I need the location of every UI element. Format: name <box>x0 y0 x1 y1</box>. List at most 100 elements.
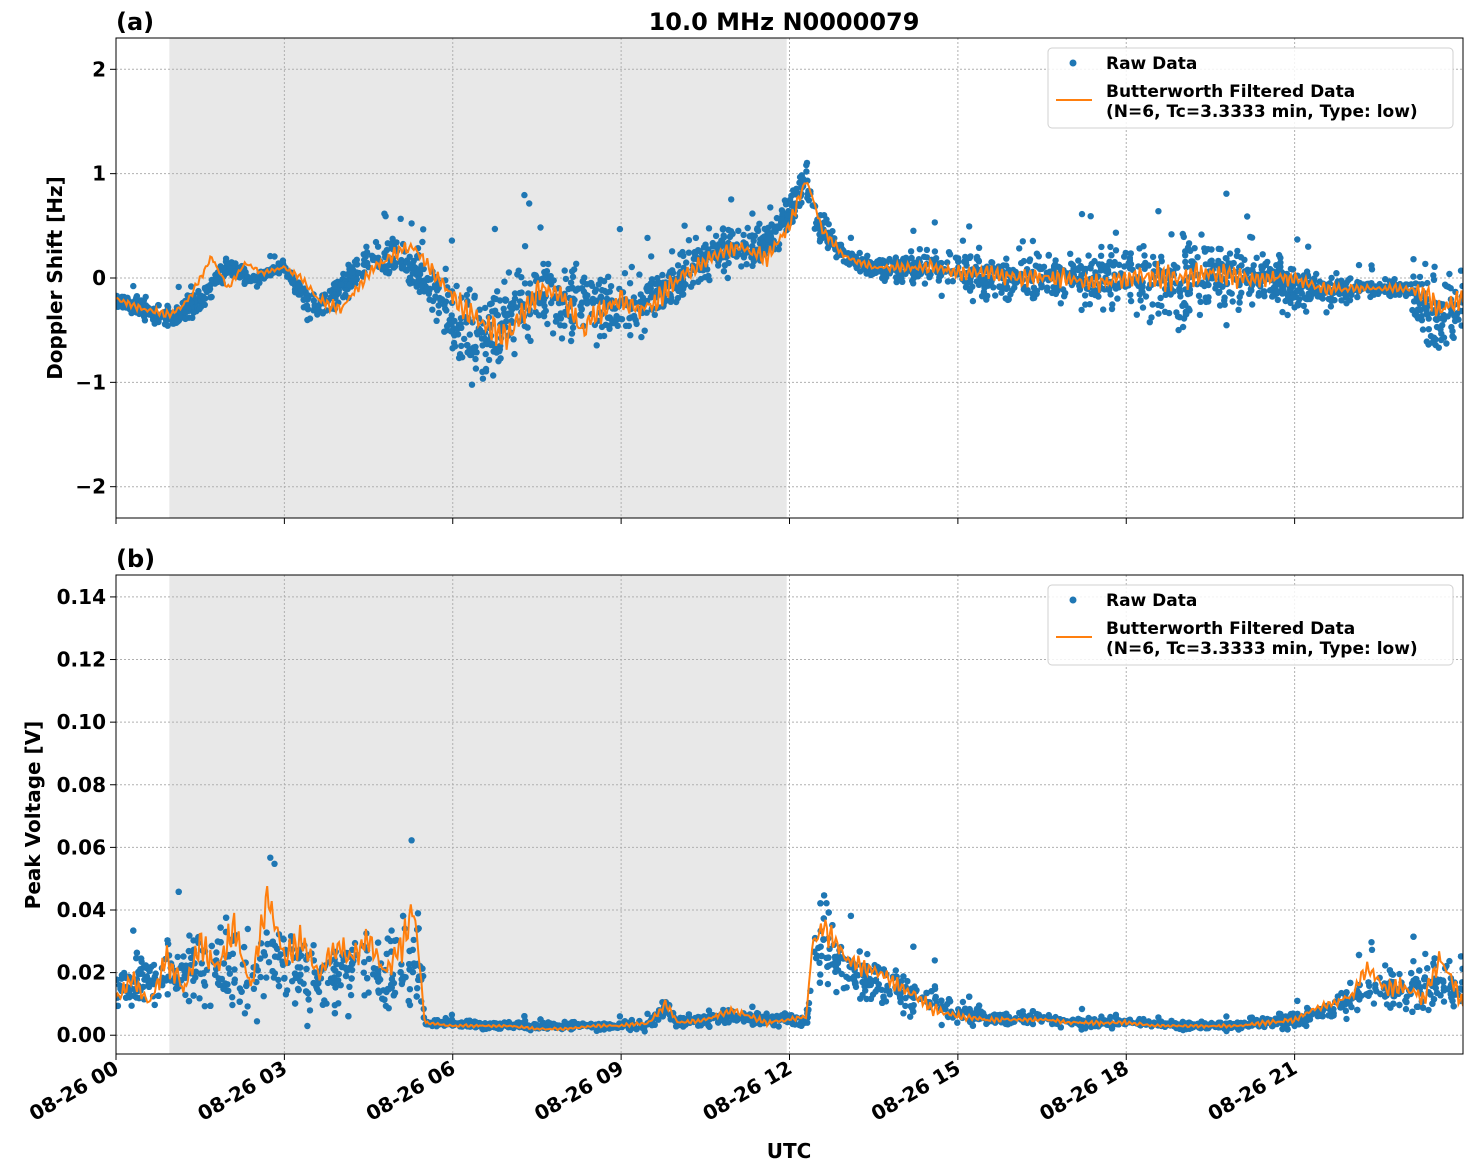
raw-data-point <box>641 327 648 334</box>
raw-data-point <box>966 223 973 230</box>
raw-data-point <box>916 246 923 253</box>
raw-data-point <box>414 910 422 917</box>
raw-data-point <box>724 274 731 282</box>
raw-data-point <box>738 263 745 270</box>
peak-voltage-plot: 08-26 00 08-26 03 08-26 06 08-26 09 08-26 12… <box>25 574 1464 1126</box>
raw-data-point <box>1221 301 1228 308</box>
raw-data-point <box>365 989 372 996</box>
raw-data-point <box>175 283 182 291</box>
raw-data-point <box>691 251 699 259</box>
raw-data-point <box>772 223 780 230</box>
raw-data-point <box>1328 295 1335 302</box>
raw-data-point <box>464 349 471 356</box>
y-tick-label: 0.02 <box>57 961 106 985</box>
raw-data-point <box>932 995 939 1002</box>
raw-data-point <box>1019 238 1026 245</box>
raw-data-point <box>382 269 390 276</box>
raw-data-point <box>1176 314 1183 321</box>
raw-data-point <box>955 255 962 262</box>
raw-data-point <box>545 278 552 285</box>
raw-data-point <box>740 231 747 239</box>
raw-data-point <box>644 282 651 290</box>
raw-data-point <box>1194 254 1201 261</box>
raw-data-point <box>1424 279 1431 287</box>
raw-data-point <box>1289 294 1297 301</box>
y-tick-label: 0 <box>92 266 106 290</box>
raw-data-point <box>151 320 158 327</box>
raw-data-point <box>992 292 999 299</box>
raw-data-point <box>122 994 130 1001</box>
legend-raw-marker <box>1069 59 1077 67</box>
raw-data-point <box>1440 334 1448 341</box>
raw-data-point <box>441 301 448 308</box>
raw-data-point <box>720 268 728 275</box>
raw-data-point <box>1075 257 1082 264</box>
raw-data-point <box>668 248 676 255</box>
raw-data-point <box>374 243 382 250</box>
raw-data-point <box>1234 247 1241 255</box>
raw-data-point <box>685 237 693 244</box>
raw-data-point <box>1308 286 1315 294</box>
raw-data-point <box>201 301 208 308</box>
raw-data-point <box>1003 255 1010 262</box>
raw-data-point <box>443 307 450 314</box>
raw-data-point <box>503 312 511 319</box>
raw-data-point <box>720 234 728 241</box>
raw-data-point <box>244 277 251 285</box>
raw-data-point <box>400 263 407 271</box>
raw-data-point <box>1029 237 1037 245</box>
raw-data-point <box>516 289 523 297</box>
raw-data-point <box>938 259 945 267</box>
y-tick-label: 0.10 <box>57 710 106 734</box>
raw-data-point <box>1430 960 1437 967</box>
y-axis-label-a: Doppler Shift [Hz] <box>43 176 67 380</box>
raw-data-point <box>1026 257 1033 265</box>
raw-data-point <box>346 281 353 289</box>
raw-data-point <box>1402 292 1410 300</box>
raw-data-point <box>1020 286 1027 293</box>
raw-data-point <box>289 279 296 287</box>
x-tick-label: 08-26 21 <box>1204 1056 1302 1126</box>
raw-data-point <box>847 234 855 241</box>
raw-data-point <box>459 354 466 361</box>
raw-data-point <box>1139 304 1147 311</box>
raw-data-point <box>1105 269 1112 276</box>
raw-data-point <box>712 232 720 240</box>
raw-data-point <box>750 237 757 244</box>
raw-data-point <box>944 278 952 285</box>
raw-data-point <box>190 977 197 984</box>
raw-data-point <box>1115 284 1122 291</box>
raw-data-point <box>1020 257 1028 265</box>
raw-data-point <box>764 236 772 243</box>
raw-data-point <box>652 280 659 287</box>
raw-data-point <box>1196 311 1204 319</box>
raw-data-point <box>342 972 350 980</box>
raw-data-point <box>291 970 299 977</box>
raw-data-point <box>471 292 478 299</box>
raw-data-point <box>1281 289 1289 297</box>
raw-data-point <box>1114 295 1121 302</box>
raw-data-point <box>902 270 909 277</box>
raw-data-point <box>1223 1013 1230 1020</box>
raw-data-point <box>720 225 727 232</box>
raw-data-point <box>949 278 956 285</box>
raw-data-point <box>1030 284 1038 291</box>
raw-data-point <box>705 1007 713 1014</box>
raw-data-point <box>1108 252 1115 259</box>
raw-data-point <box>333 961 340 968</box>
raw-data-point <box>399 912 407 920</box>
raw-data-point <box>975 281 983 288</box>
raw-data-point <box>301 285 308 292</box>
raw-data-point <box>382 213 389 220</box>
raw-data-point <box>511 290 519 297</box>
raw-data-point <box>1268 286 1275 294</box>
raw-data-point <box>923 246 931 254</box>
raw-data-point <box>383 263 390 270</box>
raw-data-point <box>448 237 456 244</box>
raw-data-point <box>331 283 338 290</box>
raw-data-point <box>331 1010 339 1017</box>
raw-data-point <box>1186 290 1194 297</box>
raw-data-point <box>1262 260 1269 267</box>
raw-data-point <box>931 957 938 964</box>
raw-data-point <box>275 982 283 990</box>
